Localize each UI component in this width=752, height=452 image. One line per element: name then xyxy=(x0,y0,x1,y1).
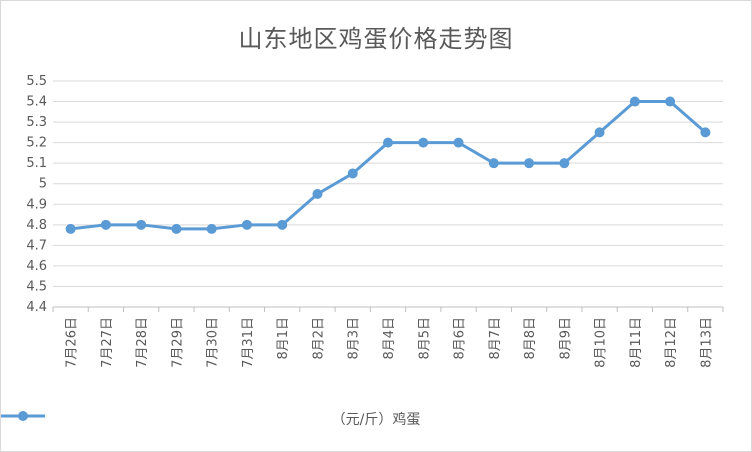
data-point xyxy=(488,158,499,169)
y-tick-label: 4.6 xyxy=(26,259,47,274)
data-point xyxy=(100,219,111,230)
x-tick-label: 7月26日 xyxy=(65,317,80,368)
x-tick-label: 8月7日 xyxy=(488,317,503,360)
data-point xyxy=(206,223,217,234)
y-tick-label: 5.5 xyxy=(26,74,47,89)
data-point xyxy=(312,189,323,199)
data-point xyxy=(594,127,605,138)
x-tick-label: 8月8日 xyxy=(523,317,538,360)
x-tick-label: 7月27日 xyxy=(100,317,115,368)
y-tick-label: 4.8 xyxy=(26,218,47,233)
y-tick-label: 5.4 xyxy=(26,95,47,110)
x-tick-label: 8月10日 xyxy=(594,317,609,368)
data-point xyxy=(136,219,147,230)
data-point xyxy=(559,158,570,169)
y-tick-label: 4.7 xyxy=(26,238,47,253)
legend-swatch xyxy=(1,411,45,421)
x-tick-label: 8月6日 xyxy=(453,317,468,360)
x-tick-label: 8月12日 xyxy=(664,317,679,368)
legend: （元/斤）鸡蛋 xyxy=(1,409,751,429)
y-tick-label: 5.1 xyxy=(26,156,47,171)
y-tick-label: 4.5 xyxy=(26,279,47,294)
x-tick-label: 7月29日 xyxy=(170,317,185,368)
data-point xyxy=(383,137,393,148)
data-point xyxy=(665,96,676,107)
x-tick-label: 8月4日 xyxy=(382,317,397,360)
data-point xyxy=(65,223,76,234)
data-point xyxy=(524,158,535,169)
legend-label: （元/斤）鸡蛋 xyxy=(331,412,421,428)
x-tick-label: 8月2日 xyxy=(311,317,326,360)
data-point xyxy=(700,127,711,138)
data-point xyxy=(453,137,464,148)
chart-title: 山东地区鸡蛋价格走势图 xyxy=(238,25,514,53)
x-tick-label: 7月30日 xyxy=(206,317,221,368)
data-point xyxy=(347,168,358,179)
x-tick-label: 8月3日 xyxy=(347,317,362,360)
y-tick-label: 5.3 xyxy=(26,115,47,130)
series-line xyxy=(70,100,707,231)
y-tick-label: 4.4 xyxy=(26,300,47,315)
data-point xyxy=(171,223,182,234)
x-axis-tick-labels: 7月26日 7月27日 7月28日 7月29日 7月30日 7月31日 8月1日 8月2日 8月… xyxy=(65,317,715,368)
y-axis-tick-labels: 4.4 4.5 4.6 4.7 4.8 4.9 5 5.1 5.2 5.3 5.4 5.5 xyxy=(26,74,47,315)
data-point xyxy=(629,96,640,107)
gridlines xyxy=(52,80,724,312)
y-tick-label: 5 xyxy=(39,177,47,192)
x-tick-label: 8月1日 xyxy=(276,317,291,360)
y-tick-label: 4.9 xyxy=(26,197,47,212)
x-tick-label: 8月11日 xyxy=(629,317,644,368)
x-tick-label: 8月13日 xyxy=(699,317,714,368)
data-point xyxy=(241,219,252,230)
x-tick-label: 7月28日 xyxy=(135,317,150,368)
data-point xyxy=(277,219,288,230)
x-tick-label: 7月31日 xyxy=(241,317,256,368)
data-point xyxy=(418,137,429,148)
x-tick-label: 8月9日 xyxy=(558,317,573,360)
y-tick-label: 5.2 xyxy=(26,136,47,151)
series-egg-price xyxy=(65,96,711,234)
x-tick-label: 8月5日 xyxy=(417,317,432,360)
